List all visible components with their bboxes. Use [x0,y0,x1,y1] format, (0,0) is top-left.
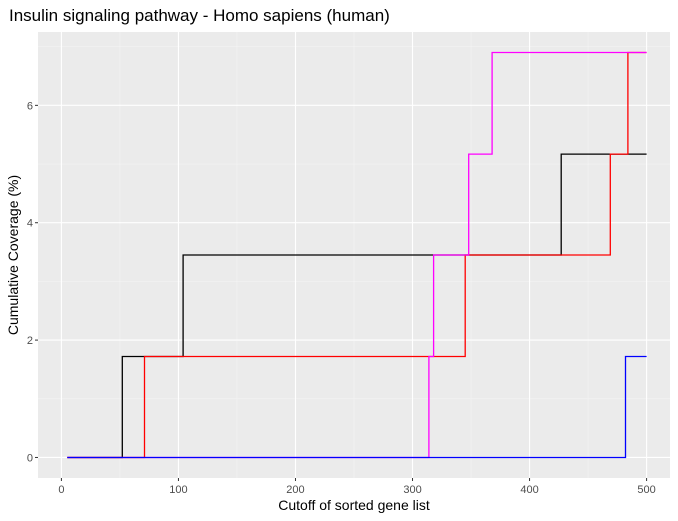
series-line-3 [67,51,647,459]
x-axis-title: Cutoff of sorted gene list [278,497,430,513]
y-axis-ticks: 0 2 4 6 [27,100,38,464]
chart-title: Insulin signaling pathway - Homo sapiens… [9,6,390,25]
y-tick-label: 4 [27,218,33,230]
x-tick-label: 100 [169,484,187,496]
x-tick-label: 500 [637,484,655,496]
y-tick-label: 6 [27,100,33,112]
y-axis-title: Cumulative Coverage (%) [5,175,21,335]
series-layer [67,51,647,459]
series-line-1 [67,153,647,459]
series-line-4 [67,355,647,459]
y-tick-label: 2 [27,335,33,347]
x-tick-label: 300 [403,484,421,496]
series-line-2 [67,51,647,459]
x-tick-label: 200 [286,484,304,496]
x-tick-label: 0 [58,484,64,496]
x-tick-label: 400 [520,484,538,496]
x-axis-ticks: 0 100 200 300 400 500 [58,478,656,496]
y-tick-label: 0 [27,452,33,464]
